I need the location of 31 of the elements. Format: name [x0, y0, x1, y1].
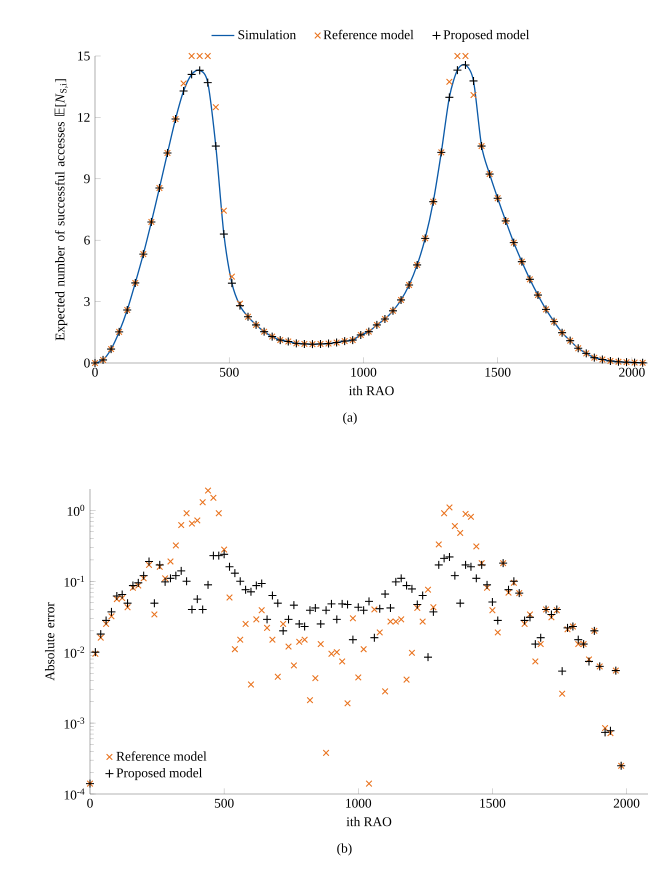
y-tick-label: 12	[78, 112, 90, 122]
legend-label: Reference model	[324, 30, 414, 40]
y-tick-label: 9	[84, 174, 90, 184]
x-tick-label: 1500	[480, 798, 506, 808]
y-tick-label: 15	[78, 52, 90, 60]
y-tick-label: 10$^{-4}$	[64, 788, 84, 800]
y-tick-label: 10$^{-2}$	[64, 646, 84, 658]
x-tick-label: 500	[214, 798, 234, 808]
y-tick-label: 10$^{-3}$	[64, 718, 84, 729]
legend-label: Proposed model	[116, 768, 202, 780]
text: (a)	[343, 412, 357, 424]
x-axis-title: ith RAO	[346, 816, 392, 826]
x-tick-label: 2000	[619, 368, 645, 377]
x-tick-label: 1000	[351, 368, 376, 377]
text: (b)	[337, 843, 352, 856]
x-tick-label: 1000	[346, 798, 372, 808]
y-tick-label: 3	[84, 297, 90, 306]
y-tick-label: 10$^{-1}$	[64, 576, 84, 587]
x-axis-title: ith RAO	[348, 386, 394, 396]
legend-label: Simulation	[238, 30, 296, 40]
x-tick-label: 2000	[614, 798, 640, 808]
legend-label: Reference model	[116, 751, 207, 761]
y-axis-title: Absolute error	[44, 602, 54, 681]
y-tick-label: 0	[84, 358, 90, 368]
x-tick-label: 500	[220, 368, 239, 377]
x-tick-label: 1500	[486, 368, 511, 377]
y-tick-label: 10$^{0}$	[68, 504, 84, 516]
legend-label: Proposed model	[444, 30, 530, 42]
y-tick-label: 6	[84, 236, 90, 245]
x-tick-label: 0	[92, 368, 98, 377]
y-axis-title: Expected number of successful accesses 𝔼[N$_{S,i}$]	[54, 79, 68, 340]
